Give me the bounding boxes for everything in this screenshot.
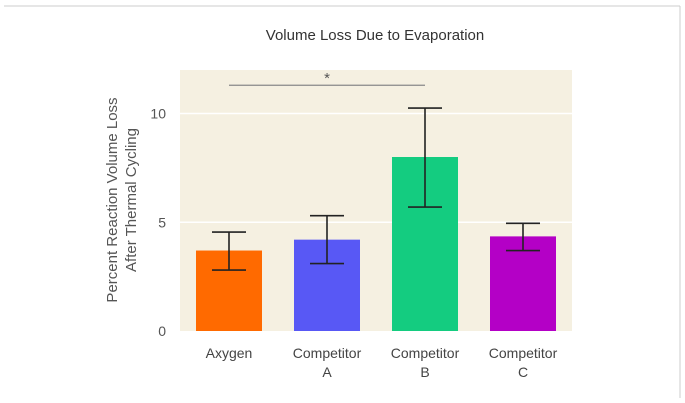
y-tick-label: 10 [150,106,166,122]
error-bar [506,222,540,252]
x-tick-label: Competitor [293,345,362,361]
y-tick-label: 5 [158,214,166,230]
x-tick-label: Competitor [391,345,460,361]
error-bar [408,107,442,208]
bar [490,236,556,331]
x-tick-label: C [518,364,528,380]
error-bar [212,231,246,271]
chart-title: Volume Loss Due to Evaporation [266,27,484,44]
significance-marker: * [324,70,330,87]
x-tick-labels: Axygen Competitor A Competitor B Competitor C [206,345,558,380]
x-tick-label: B [420,364,429,380]
x-tick-label: A [322,364,332,380]
error-bars [212,107,540,271]
significance-bracket: * [229,70,425,87]
y-tick-label: 0 [158,323,166,339]
y-axis-label: Percent Reaction Volume Loss After Therm… [104,97,140,302]
y-axis-label-line-1: Percent Reaction Volume Loss [104,97,121,302]
x-tick-label: Competitor [489,345,558,361]
x-tick-label: Axygen [206,345,253,361]
error-bar [310,214,344,265]
y-axis-label-line-2: After Thermal Cycling [123,128,140,272]
y-tick-labels: 0 5 10 [150,106,166,340]
gridlines [180,112,572,223]
